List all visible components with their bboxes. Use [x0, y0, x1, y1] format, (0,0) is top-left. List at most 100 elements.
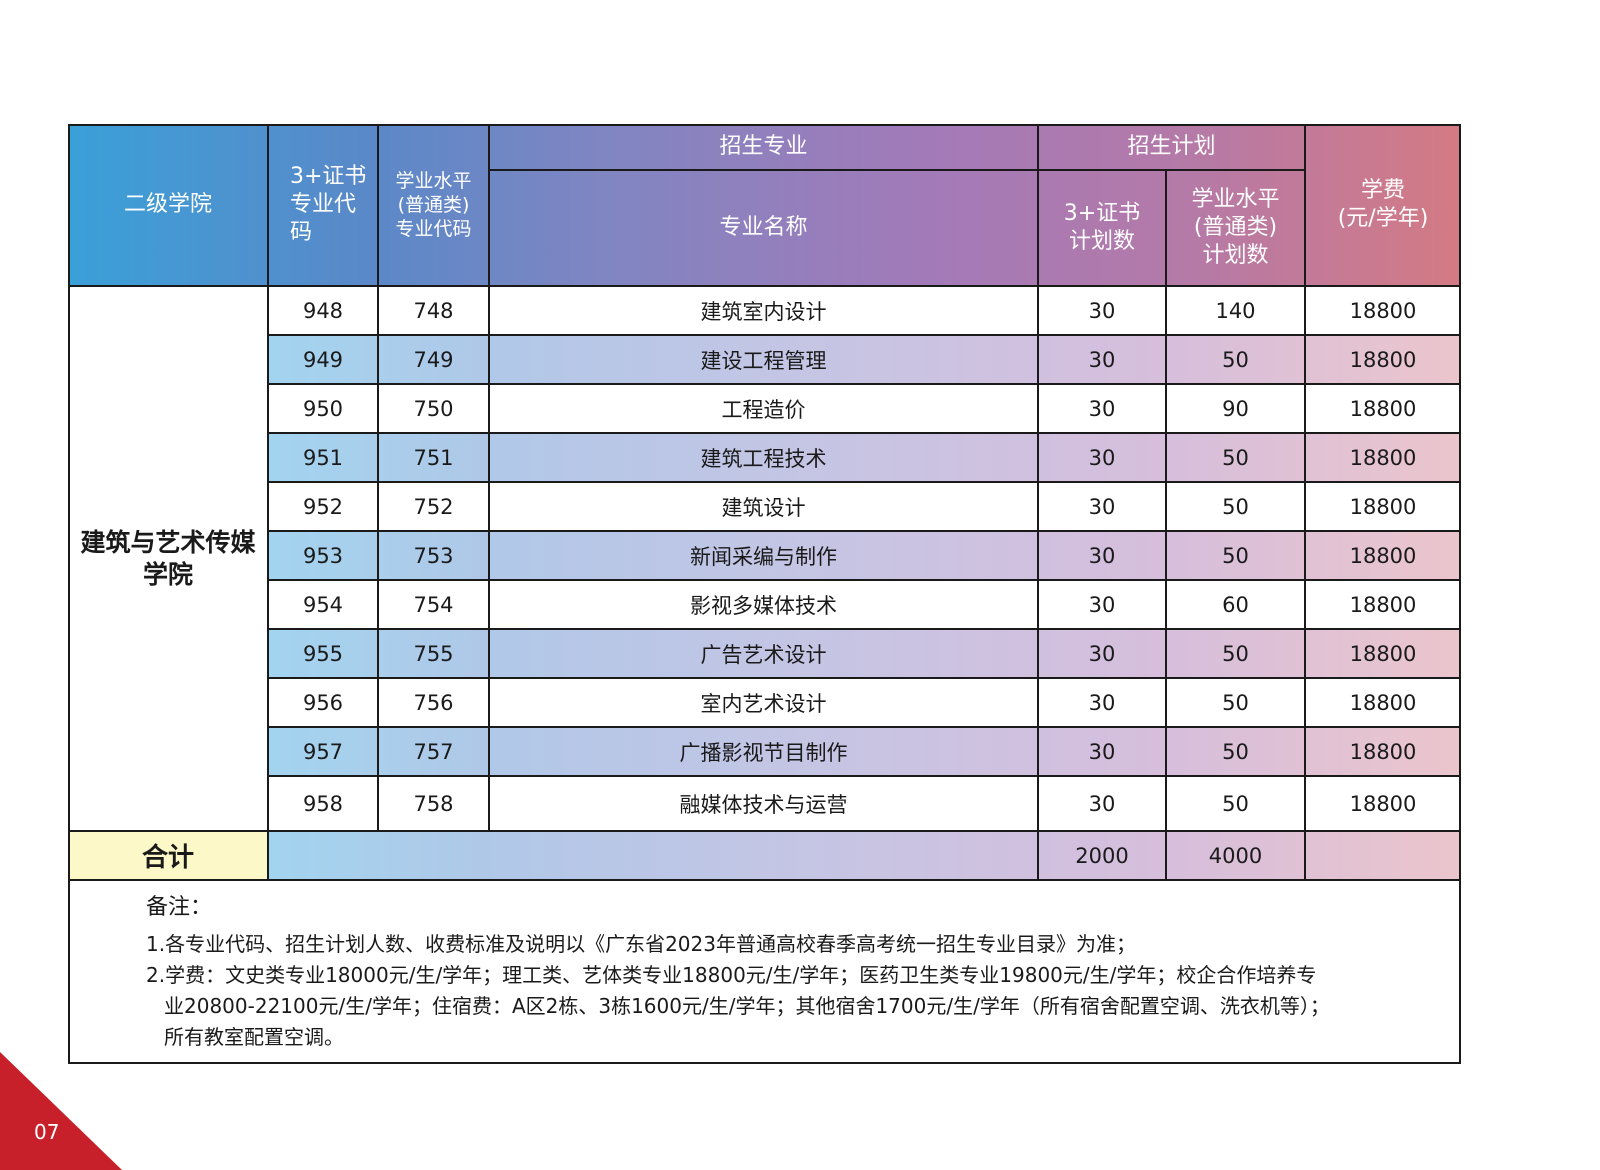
plan-cert-cell: 30: [1088, 543, 1116, 568]
plan-general-cell: 50: [1222, 739, 1249, 764]
code-cert-cell: 952: [302, 494, 344, 519]
tuition-cell: 18800: [1349, 494, 1417, 519]
grid-line: [268, 579, 1461, 581]
code-general-cell: 756: [413, 690, 454, 715]
code-cert-cell: 958: [302, 791, 344, 816]
tuition-cell: 18800: [1349, 347, 1417, 372]
header-college: 二级学院: [123, 192, 212, 217]
code-general-cell: 753: [413, 543, 454, 568]
header-major-name: 专业名称: [719, 215, 808, 240]
major-name-cell: 建设工程管理: [700, 348, 827, 373]
grid-line: [68, 830, 1461, 832]
code-cert-cell: 948: [302, 298, 344, 323]
plan-general-cell: 50: [1222, 791, 1249, 816]
tuition-cell: 18800: [1349, 641, 1417, 666]
header-plan-general: 学业水平 (普通类) 计划数: [1191, 187, 1280, 268]
major-name-cell: 室内艺术设计: [700, 691, 827, 716]
grid-line: [377, 124, 379, 831]
code-general-cell: 755: [413, 641, 454, 666]
plan-general-cell: 50: [1222, 494, 1249, 519]
header-code-cert: 3+证书 专业代 码: [290, 164, 367, 245]
note-line-1: 1.各专业代码、招生计划人数、收费标准及说明以《广东省2023年普通高校春季高考…: [146, 932, 1136, 956]
grid-line: [1037, 124, 1039, 880]
plan-cert-cell: 30: [1088, 791, 1116, 816]
total-plan-general: 4000: [1208, 843, 1263, 868]
table-border: [68, 124, 70, 1064]
total-label-background: [68, 831, 268, 880]
major-name-cell: 建筑室内设计: [700, 299, 827, 324]
code-general-cell: 758: [413, 791, 454, 816]
tuition-cell: 18800: [1349, 298, 1417, 323]
note-line-2-end: 所有教室配置空调。: [164, 1025, 344, 1049]
plan-general-cell: 140: [1215, 298, 1256, 323]
plan-cert-cell: 30: [1088, 494, 1116, 519]
total-label: 合计: [141, 843, 194, 873]
code-general-cell: 750: [413, 396, 454, 421]
major-name-cell: 建筑工程技术: [700, 446, 827, 471]
code-general-cell: 754: [413, 592, 454, 617]
row-band: [268, 629, 1461, 678]
plan-cert-cell: 30: [1088, 396, 1116, 421]
code-cert-cell: 950: [302, 396, 344, 421]
college-name: 建筑与艺术传媒 学院: [80, 527, 256, 589]
major-name-cell: 影视多媒体技术: [690, 593, 837, 618]
plan-general-cell: 90: [1222, 396, 1249, 421]
major-name-cell: 建筑设计: [721, 495, 806, 520]
plan-general-cell: 60: [1222, 592, 1249, 617]
code-cert-cell: 954: [302, 592, 344, 617]
header-tuition: 学费 (元/学年): [1337, 178, 1429, 231]
major-name-cell: 广告艺术设计: [700, 642, 827, 667]
notes-section: 备注： 1.各专业代码、招生计划人数、收费标准及说明以《广东省2023年普通高校…: [146, 892, 1416, 1053]
plan-general-cell: 50: [1222, 641, 1249, 666]
header-code-general: 学业水平 (普通类) 专业代码: [395, 170, 472, 240]
grid-line: [268, 530, 1461, 532]
code-general-cell: 757: [413, 739, 454, 764]
tuition-cell: 18800: [1349, 690, 1417, 715]
header-plan-group: 招生计划: [1127, 134, 1216, 159]
note-line-2: 2.学费：文史类专业18000元/生/学年；理工类、艺体类专业18800元/生/…: [146, 963, 1317, 987]
tuition-cell: 18800: [1349, 543, 1417, 568]
code-general-cell: 751: [413, 445, 454, 470]
grid-line: [68, 285, 1461, 287]
plan-general-cell: 50: [1222, 347, 1249, 372]
code-general-cell: 752: [413, 494, 454, 519]
tuition-cell: 18800: [1349, 592, 1417, 617]
grid-line: [268, 334, 1461, 336]
grid-line: [268, 481, 1461, 483]
row-band: [268, 531, 1461, 580]
code-cert-cell: 953: [302, 543, 344, 568]
code-cert-cell: 955: [302, 641, 344, 666]
total-row-band: [268, 831, 1461, 880]
table-border: [68, 1062, 1461, 1064]
plan-general-cell: 50: [1222, 690, 1249, 715]
grid-line: [267, 124, 269, 880]
grid-line: [489, 169, 1305, 171]
grid-line: [268, 432, 1461, 434]
page-number: 07: [34, 1120, 60, 1144]
enrollment-table: 二级学院 3+证书 专业代 码 学业水平 (普通类) 专业代码 招生专业 专业名…: [68, 124, 1461, 1064]
grid-line: [1304, 124, 1306, 880]
major-name-cell: 广播影视节目制作: [679, 740, 848, 765]
grid-line: [488, 124, 490, 831]
code-general-cell: 748: [413, 298, 454, 323]
major-name-cell: 新闻采编与制作: [690, 544, 837, 569]
code-cert-cell: 957: [302, 739, 344, 764]
tuition-cell: 18800: [1349, 396, 1417, 421]
grid-line: [68, 879, 1461, 881]
plan-general-cell: 50: [1222, 445, 1249, 470]
major-name-cell: 融媒体技术与运营: [679, 792, 848, 817]
row-band: [268, 727, 1461, 776]
plan-cert-cell: 30: [1088, 739, 1116, 764]
row-band: [268, 335, 1461, 384]
header-plan-cert: 3+证书 计划数: [1063, 201, 1141, 254]
grid-line: [268, 677, 1461, 679]
plan-cert-cell: 30: [1088, 298, 1116, 323]
plan-cert-cell: 30: [1088, 347, 1116, 372]
header-major-group: 招生专业: [719, 134, 808, 159]
plan-cert-cell: 30: [1088, 592, 1116, 617]
plan-cert-cell: 30: [1088, 690, 1116, 715]
table-header-background: [68, 124, 1461, 286]
code-cert-cell: 956: [302, 690, 344, 715]
code-cert-cell: 951: [302, 445, 344, 470]
page-corner-decoration: [0, 1052, 122, 1170]
